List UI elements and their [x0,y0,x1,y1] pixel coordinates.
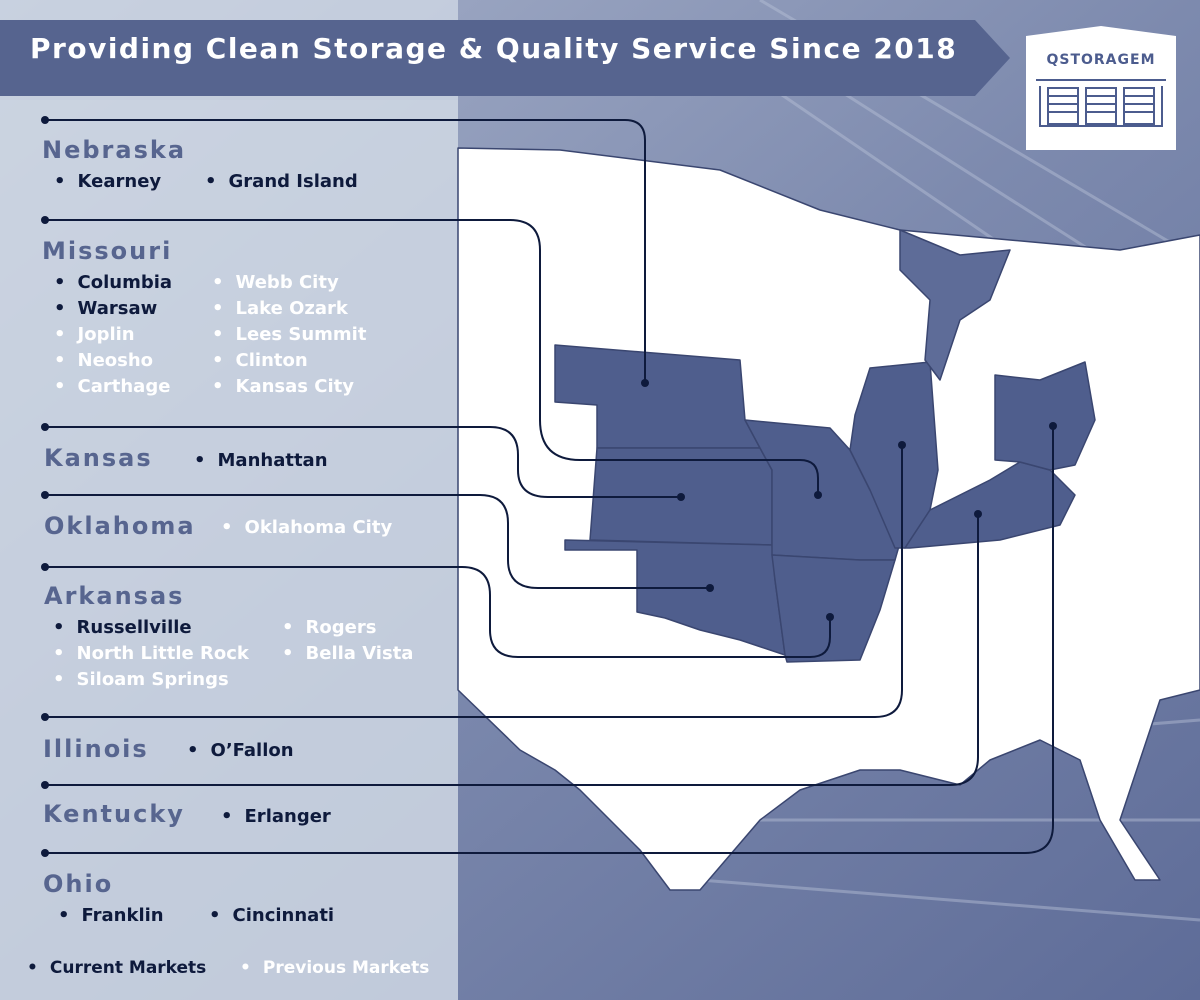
city-bella-vista: Bella Vista [282,643,414,664]
state-heading-oklahoma: Oklahoma [44,512,196,540]
city-kansas-city: Kansas City [212,376,354,397]
city-grand-island: Grand Island [205,171,358,192]
city-carthage: Carthage [54,376,171,397]
connector-missouri [45,219,819,495]
state-heading-kansas: Kansas [44,444,153,472]
connector-oklahoma [45,494,710,589]
state-heading-nebraska: Nebraska [42,136,187,164]
city-russellville: Russellville [53,617,192,638]
city-siloam-springs: Siloam Springs [53,669,229,690]
city-ofallon: O’Fallon [187,740,294,761]
city-joplin: Joplin [54,324,135,345]
connector-kentucky [45,514,979,786]
state-illinois [849,361,939,549]
connector-ohio [45,426,1054,854]
city-columbia: Columbia [54,272,173,293]
city-lake-ozark: Lake Ozark [212,298,348,319]
logo-text: QSTORAGEM [1046,52,1156,68]
storage-building-icon [1026,26,1176,150]
city-clinton: Clinton [212,350,308,371]
state-kentucky [904,461,1076,549]
state-heading-illinois: Illinois [43,735,149,763]
state-ohio [994,361,1096,471]
city-franklin: Franklin [58,905,164,926]
title-banner [0,20,1010,96]
legend-previous-markets: Previous Markets [240,958,430,978]
legend-current-markets: Current Markets [27,958,206,978]
state-heading-kentucky: Kentucky [43,800,185,828]
city-oklahoma-city: Oklahoma City [221,517,393,538]
banner-title: Providing Clean Storage & Quality Servic… [30,32,958,65]
state-heading-arkansas: Arkansas [44,582,185,610]
city-manhattan: Manhattan [194,450,328,471]
city-north-little-rock: North Little Rock [53,643,249,664]
city-rogers: Rogers [282,617,377,638]
connector-kansas [45,426,681,498]
state-heading-missouri: Missouri [42,237,173,265]
city-cincinnati: Cincinnati [209,905,335,926]
connector-nebraska [45,119,646,383]
city-lees-summit: Lees Summit [212,324,367,345]
locations-panel [0,0,458,1000]
city-neosho: Neosho [54,350,154,371]
great-lakes [899,229,1011,381]
state-arkansas [771,554,896,663]
state-heading-ohio: Ohio [43,870,114,898]
connector-arkansas [45,566,831,658]
city-kearney: Kearney [54,171,162,192]
city-warsaw: Warsaw [54,298,158,319]
city-erlanger: Erlanger [221,806,331,827]
city-webb-city: Webb City [212,272,339,293]
connector-illinois [45,445,903,718]
